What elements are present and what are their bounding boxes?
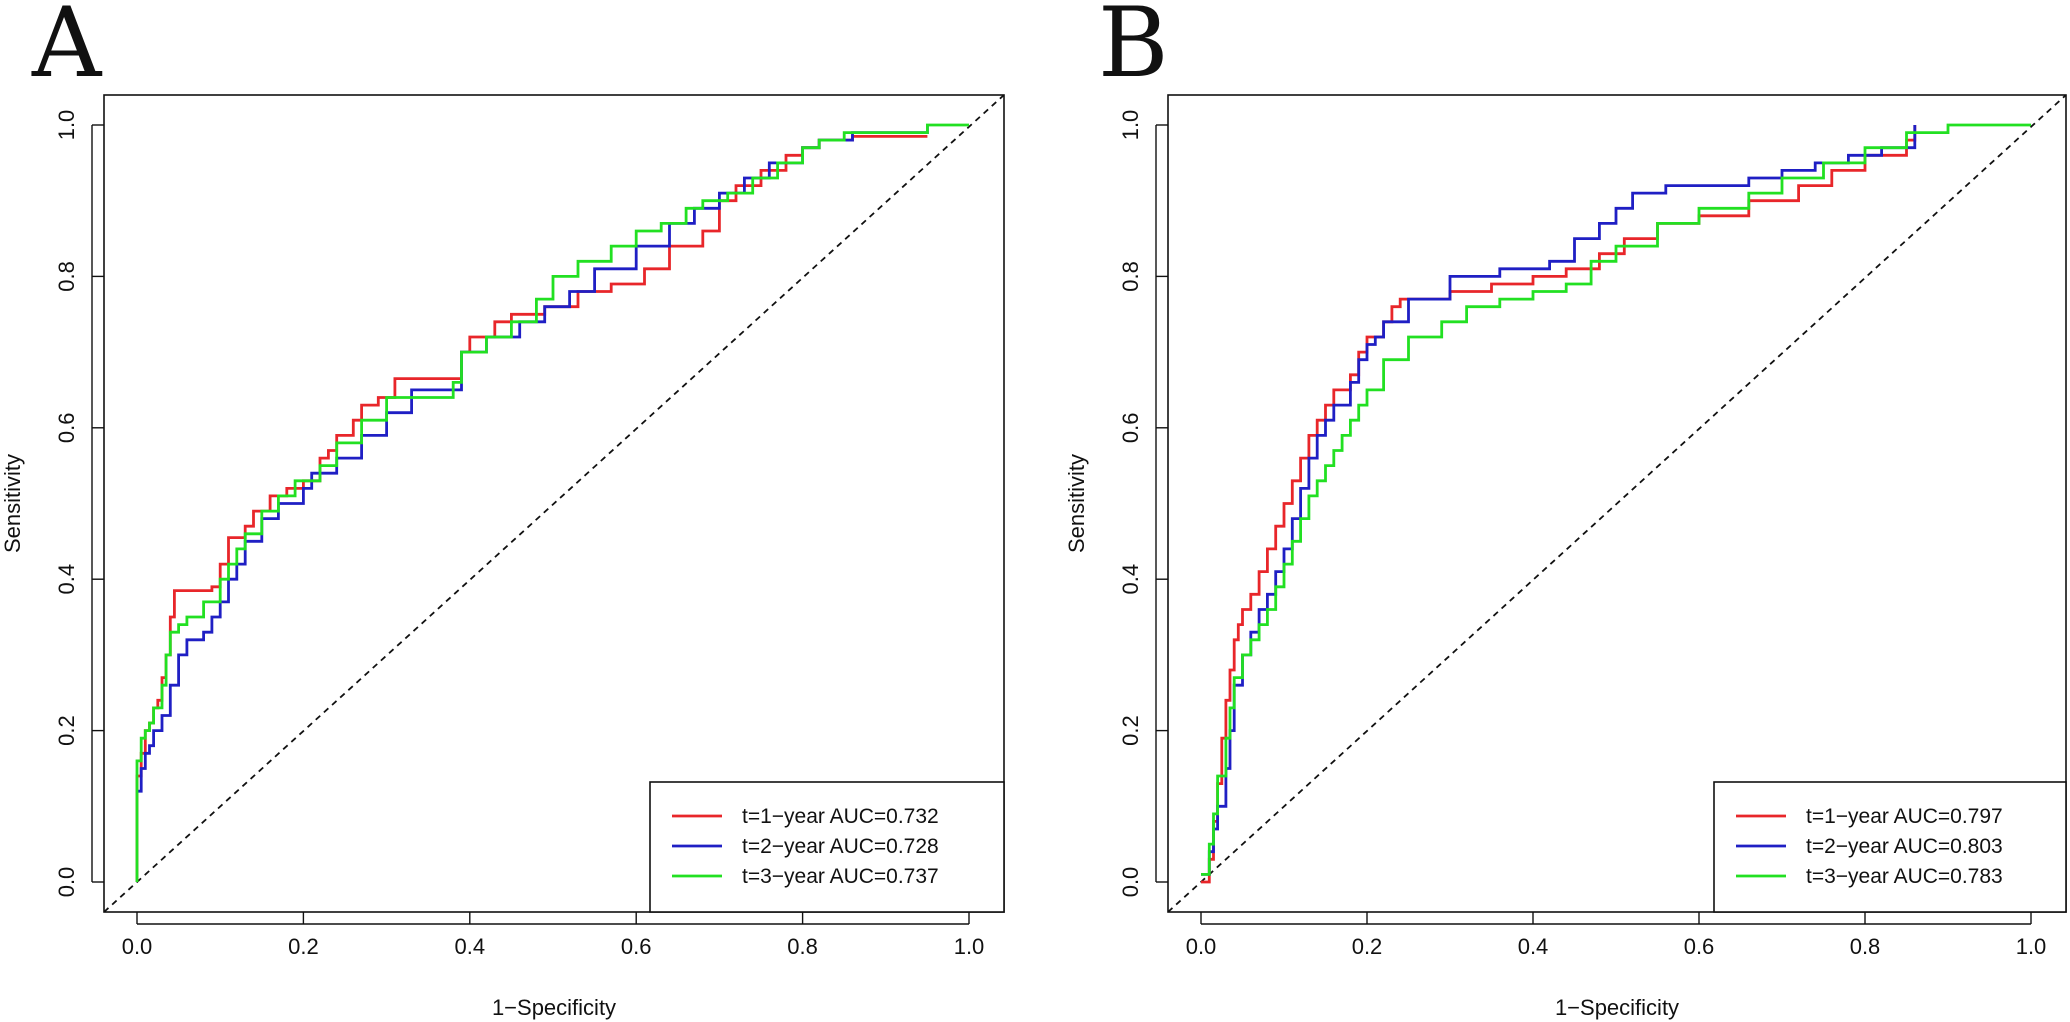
legend-label-series-1: t=1−year AUC=0.797	[1806, 805, 2003, 828]
x-tick-label: 1.0	[2016, 934, 2047, 959]
panel-letter: B	[1098, 0, 1169, 99]
y-tick-label: 0.8	[1118, 261, 1143, 292]
x-tick-label: 0.8	[787, 934, 818, 959]
roc-panel-b: B 0.0 0.2 0.4 0.6 0.8 1.0 0.0 0.2 0.4 0.6 0.8 1.0 1−S…	[1064, 0, 2067, 1020]
y-tick-label: 0.4	[54, 564, 79, 595]
roc-curve-series-2	[137, 125, 929, 793]
y-tick-label: 1.0	[54, 110, 79, 141]
legend-label-series-1: t=1−year AUC=0.732	[742, 805, 939, 828]
x-tick-label: 1.0	[954, 934, 985, 959]
plot-frame	[1167, 94, 2067, 913]
y-tick-label: 0.2	[1118, 715, 1143, 746]
roc-curve-series-3	[1201, 123, 2031, 876]
roc-panel-a: A 0.0 0.2 0.4 0.6 0.8 1.0 0.0 0.2 0.4 0.6 0.8 1.0 1−S…	[0, 0, 1005, 1020]
x-tick-label: 0.4	[455, 934, 486, 959]
plot-frame	[103, 94, 1005, 913]
x-tick-label: 0.2	[1352, 934, 1383, 959]
x-axis-label: 1−Specificity	[492, 995, 616, 1020]
y-tick-label: 0.2	[54, 715, 79, 746]
y-tick-label: 0.6	[54, 413, 79, 444]
legend-label-series-3: t=3−year AUC=0.737	[742, 865, 939, 888]
roc-curve-series-2	[1201, 125, 1917, 876]
y-axis-label: Sensitivity	[1064, 454, 1089, 553]
y-tick-label: 0.0	[1118, 867, 1143, 898]
y-tick-label: 0.8	[54, 261, 79, 292]
roc-curve-series-3	[135, 123, 969, 882]
y-tick-label: 0.0	[54, 867, 79, 898]
reference-diagonal	[1167, 94, 2067, 913]
roc-curve-series-1	[135, 135, 928, 882]
panel-letter: A	[31, 0, 103, 99]
x-tick-label: 0.0	[1186, 934, 1217, 959]
x-axis-label: 1−Specificity	[1555, 995, 1679, 1020]
reference-diagonal	[103, 94, 1005, 913]
y-tick-label: 0.6	[1118, 413, 1143, 444]
x-tick-label: 0.8	[1850, 934, 1881, 959]
legend-label-series-2: t=2−year AUC=0.728	[742, 835, 939, 858]
legend-label-series-3: t=3−year AUC=0.783	[1806, 865, 2003, 888]
y-axis-label: Sensitivity	[0, 454, 25, 553]
x-tick-label: 0.2	[288, 934, 319, 959]
x-tick-label: 0.4	[1518, 934, 1549, 959]
legend-label-series-2: t=2−year AUC=0.803	[1806, 835, 2003, 858]
x-tick-label: 0.0	[122, 934, 153, 959]
x-tick-label: 0.6	[1684, 934, 1715, 959]
y-tick-label: 0.4	[1118, 564, 1143, 595]
y-tick-label: 1.0	[1118, 110, 1143, 141]
x-tick-label: 0.6	[621, 934, 652, 959]
